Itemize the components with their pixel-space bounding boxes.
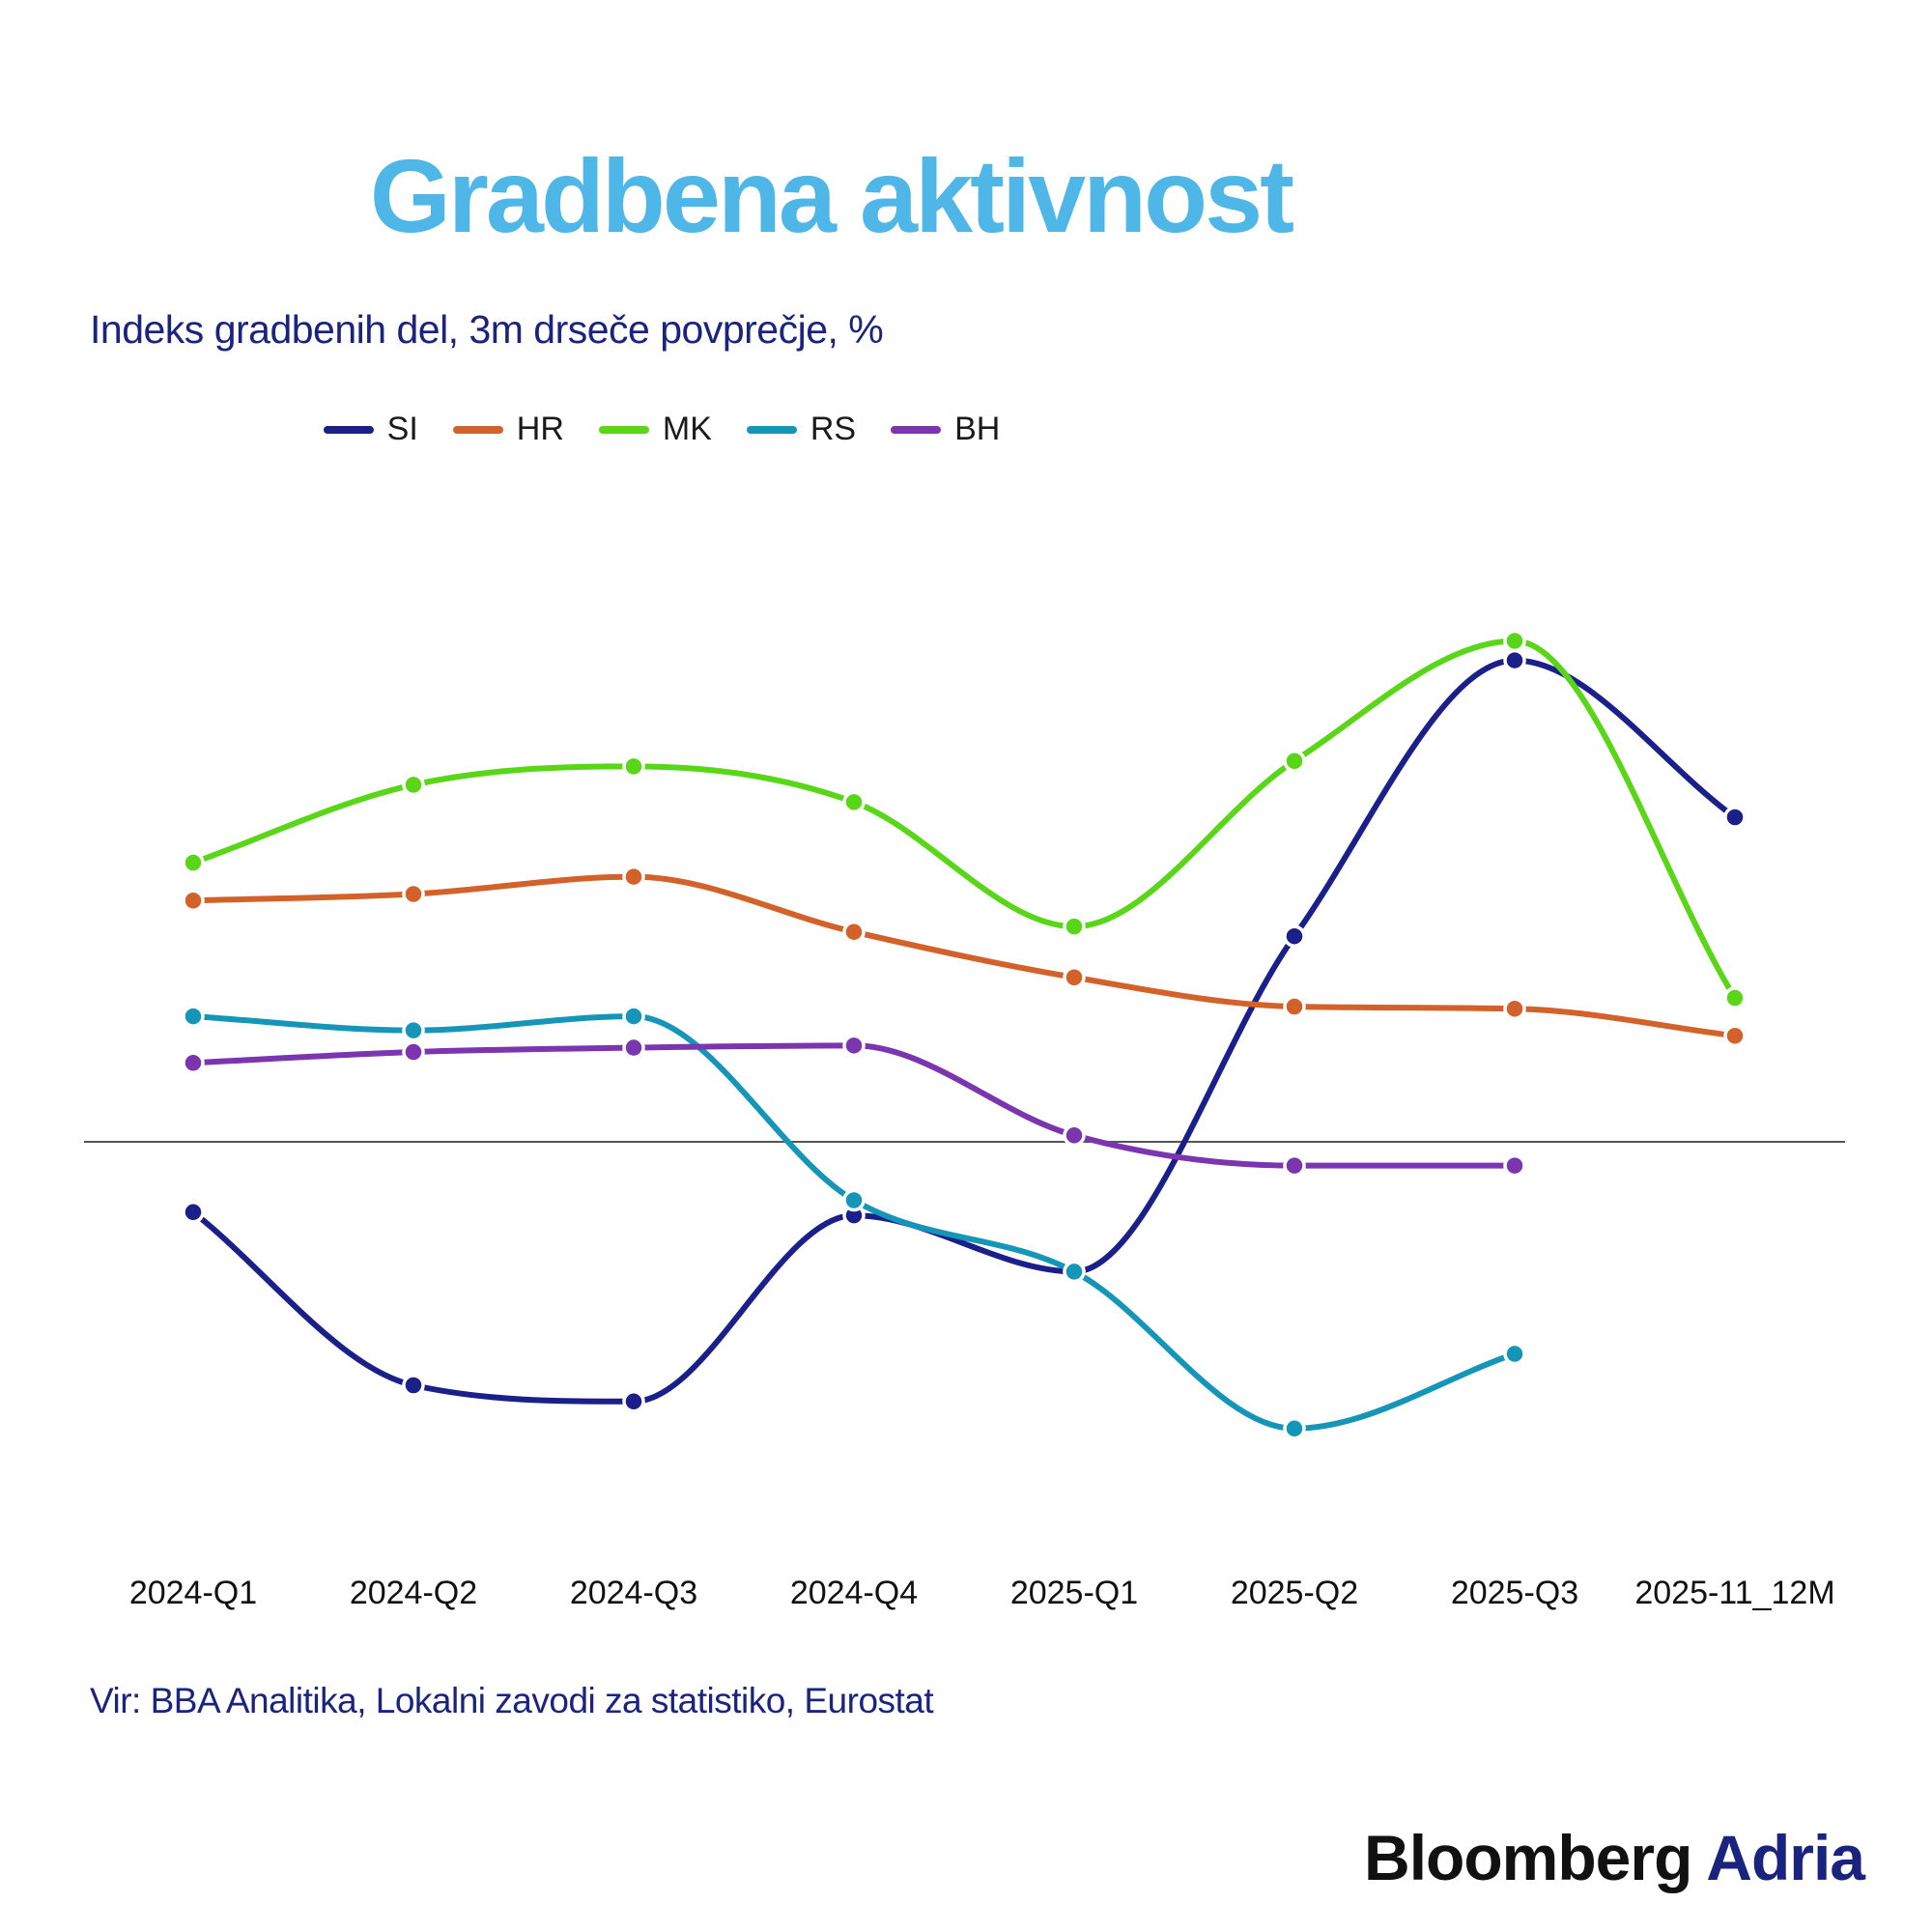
x-tick-label: 2024-Q2	[350, 1575, 477, 1611]
data-point-si	[402, 1374, 425, 1397]
data-point-rs	[622, 1005, 645, 1028]
legend-item-mk: MK	[598, 411, 712, 448]
data-point-rs	[402, 1018, 425, 1042]
data-point-rs	[182, 1005, 205, 1028]
chart-legend: SI HR MK RS BH	[0, 411, 1932, 448]
data-point-bh	[842, 1034, 866, 1058]
data-point-si	[1283, 924, 1306, 948]
data-point-hr	[1503, 997, 1526, 1020]
data-point-hr	[1723, 1024, 1747, 1047]
series-line-bh	[190, 1042, 1518, 1169]
brand-logo-part2: Adria	[1706, 1822, 1865, 1893]
data-point-mk	[1723, 986, 1747, 1009]
data-point-rs	[842, 1188, 866, 1212]
x-tick-label: 2024-Q4	[790, 1575, 918, 1611]
data-point-hr	[182, 889, 205, 912]
series-line-mk	[190, 638, 1738, 1002]
legend-item-si: SI	[323, 411, 418, 448]
legend-label: MK	[662, 411, 712, 447]
legend-swatch	[323, 425, 374, 434]
data-point-bh	[1063, 1123, 1086, 1148]
legend-item-hr: HR	[452, 411, 564, 448]
x-tick-label: 2025-11_12M	[1634, 1575, 1834, 1611]
data-point-mk	[622, 754, 645, 779]
data-point-rs	[1503, 1342, 1526, 1366]
legend-label: BH	[954, 411, 1001, 447]
legend-label: RS	[810, 411, 857, 447]
data-point-si	[1723, 806, 1747, 829]
data-point-bh	[1503, 1153, 1526, 1178]
data-point-mk	[182, 851, 205, 874]
x-tick-label: 2025-Q1	[1010, 1575, 1138, 1611]
data-point-bh	[182, 1051, 205, 1074]
data-point-mk	[842, 790, 866, 814]
legend-label: HR	[516, 411, 564, 447]
data-point-hr	[1063, 966, 1086, 989]
legend-item-bh: BH	[891, 411, 1000, 448]
brand-logo-part1: Bloomberg	[1364, 1822, 1692, 1893]
data-point-bh	[1283, 1153, 1306, 1178]
data-point-si	[182, 1201, 205, 1224]
legend-item-rs: RS	[746, 411, 857, 448]
brand-logo: Bloomberg Adria	[1364, 1821, 1865, 1894]
series-rs	[182, 1005, 1526, 1440]
data-point-mk	[402, 773, 425, 797]
legend-swatch	[598, 425, 649, 434]
series-bh	[182, 1034, 1526, 1178]
data-point-bh	[622, 1036, 645, 1060]
data-point-mk	[1503, 629, 1526, 653]
data-point-mk	[1283, 750, 1306, 773]
data-point-rs	[1283, 1417, 1306, 1440]
series-hr	[182, 865, 1747, 1047]
chart-title: Gradbena aktivnost	[369, 137, 1294, 254]
x-tick-label: 2024-Q3	[570, 1575, 697, 1611]
legend-label: SI	[386, 411, 418, 447]
x-tick-label: 2024-Q1	[129, 1575, 257, 1611]
legend-swatch	[452, 425, 503, 434]
data-point-hr	[842, 920, 866, 944]
data-point-mk	[1063, 915, 1086, 938]
x-tick-label: 2025-Q3	[1451, 1575, 1578, 1611]
data-point-si	[1503, 648, 1526, 672]
data-point-rs	[1063, 1260, 1086, 1284]
chart-subtitle: Indeks gradbenih del, 3m drseče povprečj…	[90, 307, 884, 352]
series-line-si	[190, 657, 1738, 1405]
legend-swatch	[746, 425, 797, 434]
x-tick-label: 2025-Q2	[1231, 1575, 1358, 1611]
data-point-hr	[1283, 995, 1306, 1018]
source-note: Vir: BBA Analitika, Lokalni zavodi za st…	[90, 1681, 934, 1720]
data-point-hr	[402, 882, 425, 906]
legend-swatch	[891, 425, 942, 434]
data-point-bh	[402, 1040, 425, 1064]
data-point-hr	[622, 865, 645, 889]
series-mk	[182, 629, 1747, 1009]
series-line-hr	[190, 873, 1738, 1039]
data-point-si	[622, 1390, 645, 1413]
